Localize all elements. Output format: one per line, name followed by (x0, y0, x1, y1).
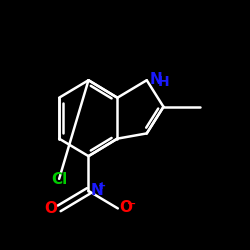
Text: N: N (150, 72, 163, 86)
Text: N: N (91, 183, 104, 198)
Text: +: + (98, 181, 106, 191)
Text: Cl: Cl (51, 172, 67, 187)
Text: O: O (119, 200, 132, 216)
Text: O: O (44, 201, 58, 216)
Text: −: − (127, 198, 136, 208)
Text: H: H (158, 75, 170, 89)
